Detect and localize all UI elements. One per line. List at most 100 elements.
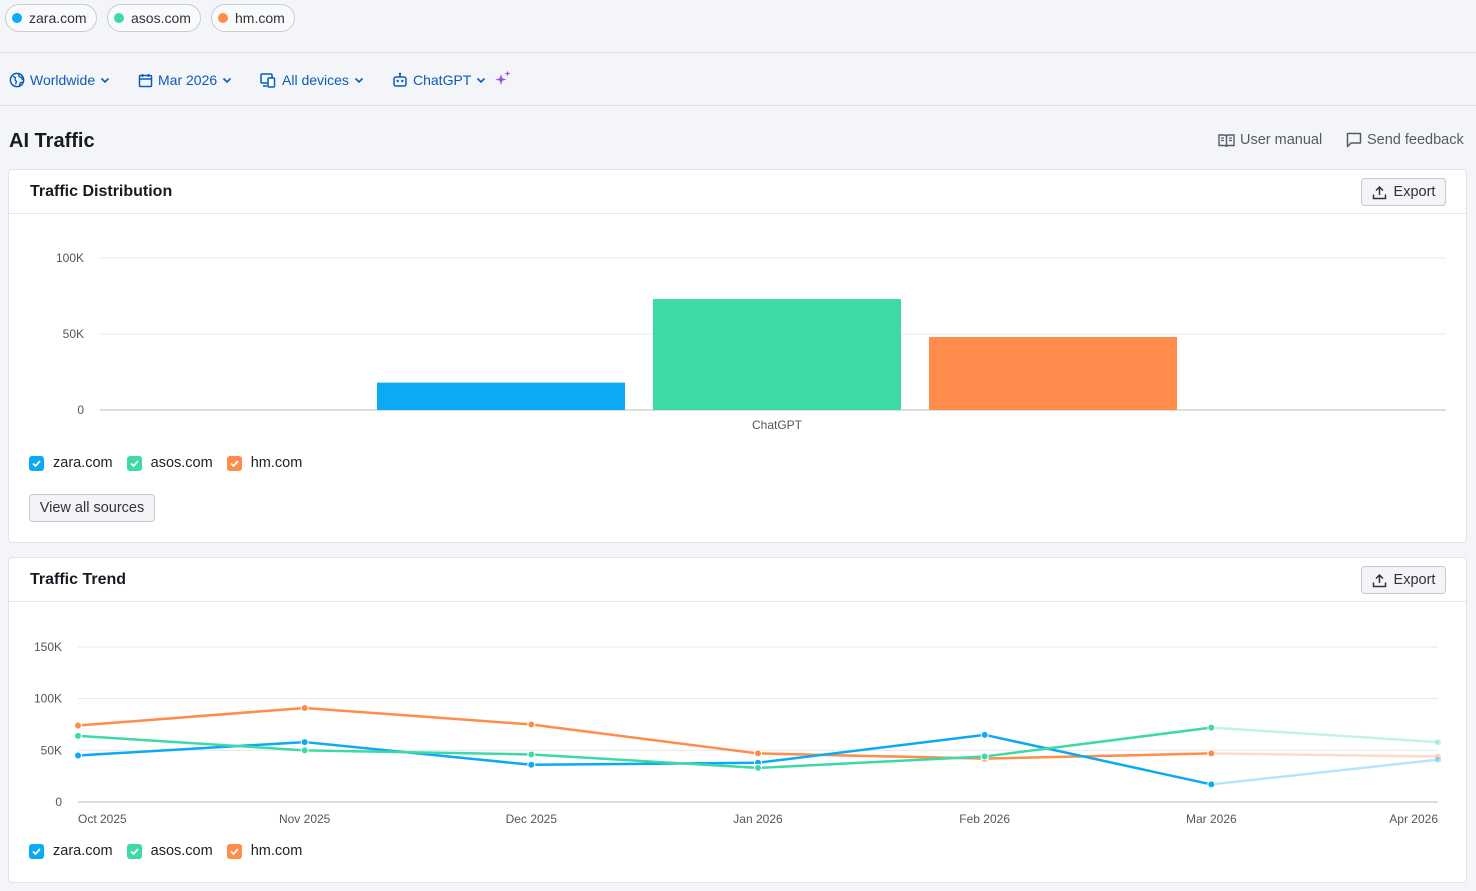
traffic-trend-card: Traffic Trend Export 0 50K 100K 150K Oct 202… [8,557,1467,883]
calendar-icon [138,73,153,87]
trend-legend: zara.com asos.com hm.com [29,843,316,859]
checkbox-checked-icon [29,455,44,471]
y-tick-label: 100K [56,251,84,265]
bar-zara-com [377,382,625,410]
data-point [980,730,989,739]
legend-item-zara[interactable]: zara.com [29,843,113,859]
bar-asos-com [653,299,901,410]
data-point [74,721,82,730]
domain-chip-zara[interactable]: zara.com [5,4,97,32]
book-icon [1218,133,1235,147]
date-dropdown[interactable]: Mar 2026 [138,69,233,91]
x-tick-label: Nov 2025 [279,812,331,826]
view-all-sources-button[interactable]: View all sources [29,494,155,522]
legend-label: asos.com [150,455,213,471]
card-title: Traffic Distribution [30,183,173,200]
traffic-distribution-card: Traffic Distribution Export 0 50K 100K Chat… [8,169,1467,543]
domain-chip-hm[interactable]: hm.com [211,4,295,32]
upload-icon [1372,185,1386,199]
legend-label: hm.com [250,843,303,859]
x-tick-label: Mar 2026 [1186,812,1237,826]
domain-chip-label: hm.com [235,10,285,26]
data-point [1434,752,1442,761]
robot-icon [393,72,407,87]
data-point [74,731,82,740]
filter-bar: Worldwide Mar 2026 All devices ChatGPT [0,53,1476,106]
data-point [1434,755,1442,764]
checkbox-checked-icon [226,843,242,859]
distribution-legend: zara.com asos.com hm.com [29,455,316,471]
data-point [300,746,309,755]
x-tick-label: Feb 2026 [959,812,1010,826]
send-feedback-link[interactable]: Send feedback [1346,132,1464,148]
domain-chip-label: zara.com [29,10,87,26]
card-header: Traffic Distribution Export [9,170,1466,214]
export-button[interactable]: Export [1361,566,1446,594]
legend-item-asos[interactable]: asos.com [126,455,213,471]
devices-dropdown[interactable]: All devices [260,69,365,91]
user-manual-label: User manual [1240,132,1323,148]
series-tail-zara-com [1211,758,1439,786]
y-tick-label: 0 [77,403,84,417]
comment-icon [1346,132,1362,148]
chevron-down-icon [223,77,232,84]
data-point [1434,738,1442,747]
bar-hm-com [929,337,1177,410]
region-label: Worldwide [30,72,96,88]
region-dropdown[interactable]: Worldwide [9,69,111,91]
series-line-asos-com [77,726,1212,770]
data-point [527,760,536,769]
send-feedback-label: Send feedback [1367,132,1464,148]
legend-item-hm[interactable]: hm.com [226,455,303,471]
traffic-distribution-chart: 0 50K 100K ChatGPT [56,251,1446,432]
x-tick-label: Apr 2026 [1389,812,1438,826]
export-button[interactable]: Export [1361,178,1446,206]
page-title: AI Traffic [9,130,95,152]
y-tick-label: 100K [34,692,62,706]
chevron-down-icon [101,77,110,84]
ai-sparkle-icon[interactable] [495,70,511,88]
data-point [300,738,309,747]
y-tick-label: 50K [63,327,84,341]
upload-icon [1372,573,1386,587]
checkbox-checked-icon [126,843,142,859]
source-dropdown[interactable]: ChatGPT [392,69,487,91]
domain-chip-label: asos.com [131,10,191,26]
x-tick-label: Jan 2026 [733,812,783,826]
card-title: Traffic Trend [30,571,127,588]
user-manual-link[interactable]: User manual [1218,132,1322,148]
date-label: Mar 2026 [158,72,218,88]
data-point [527,720,536,729]
data-point [754,763,762,772]
checkbox-checked-icon [126,455,142,471]
series-tail-asos-com [1211,726,1439,744]
data-point [1207,723,1216,732]
data-point [1207,780,1216,789]
x-tick-label: Oct 2025 [78,812,127,826]
x-tick-label: Dec 2025 [506,812,558,826]
devices-icon [260,72,276,88]
legend-label: hm.com [250,455,303,471]
data-point [74,751,82,760]
legend-label: zara.com [53,455,113,471]
legend-label: asos.com [150,843,213,859]
zara-color-dot [12,13,22,23]
globe-icon [9,72,25,88]
data-point [754,749,762,758]
source-label: ChatGPT [413,72,472,88]
domain-chip-asos[interactable]: asos.com [107,4,201,32]
domain-bar: zara.com asos.com hm.com [0,0,1476,53]
data-point [300,703,309,712]
legend-item-zara[interactable]: zara.com [29,455,113,471]
y-tick-label: 50K [41,743,62,757]
x-category-label: ChatGPT [752,418,803,432]
devices-label: All devices [282,72,349,88]
legend-item-hm[interactable]: hm.com [226,843,303,859]
chevron-down-icon [354,77,363,84]
export-label: Export [1393,572,1436,588]
legend-item-asos[interactable]: asos.com [126,843,213,859]
checkbox-checked-icon [29,843,44,859]
chevron-down-icon [477,77,486,84]
data-point [527,750,536,759]
y-tick-label: 0 [55,795,62,809]
